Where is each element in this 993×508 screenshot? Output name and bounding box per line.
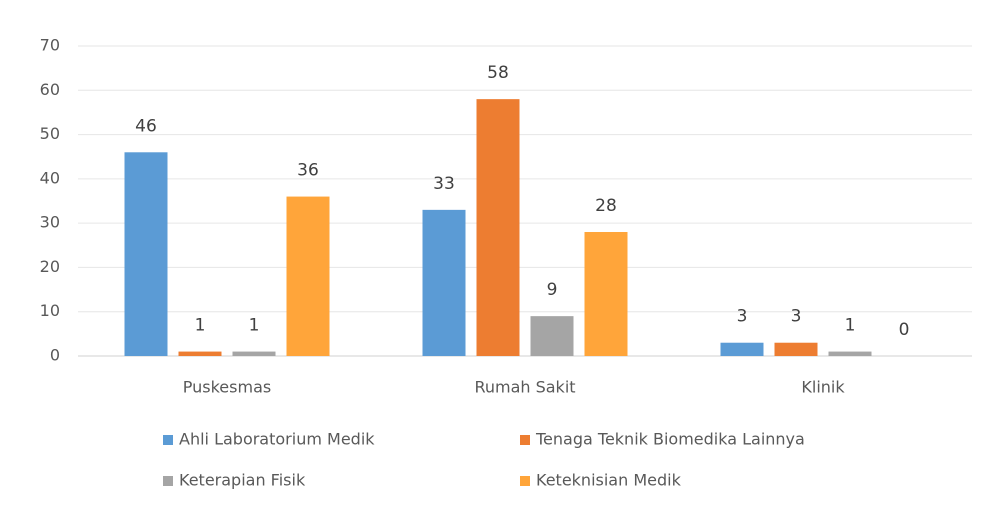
x-tick-label: Klinik (801, 378, 845, 397)
y-tick-label: 40 (40, 168, 60, 187)
bar (232, 351, 276, 356)
bar (720, 342, 764, 356)
legend-swatch (520, 476, 530, 486)
y-tick-label: 10 (40, 301, 60, 320)
y-tick-label: 0 (50, 346, 60, 365)
data-label: 28 (595, 196, 617, 216)
y-tick-label: 50 (40, 124, 60, 143)
y-tick-label: 20 (40, 257, 60, 276)
legend-label: Tenaga Teknik Biomedika Lainnya (535, 430, 805, 449)
data-label: 36 (297, 161, 319, 181)
data-label: 33 (433, 174, 455, 194)
legend-label: Keteknisian Medik (536, 471, 682, 490)
data-label: 3 (791, 307, 802, 327)
data-label: 1 (249, 316, 260, 336)
y-tick-label: 70 (40, 36, 60, 55)
legend-label: Keterapian Fisik (179, 471, 306, 490)
data-label: 1 (845, 316, 856, 336)
bar (178, 351, 222, 356)
bar (584, 232, 628, 356)
data-label: 3 (737, 307, 748, 327)
y-tick-label: 30 (40, 213, 60, 232)
legend-swatch (163, 435, 173, 445)
y-tick-label: 60 (40, 80, 60, 99)
bar (286, 196, 330, 356)
x-tick-label: Puskesmas (183, 378, 271, 397)
legend-swatch (163, 476, 173, 486)
legend-label: Ahli Laboratorium Medik (179, 430, 375, 449)
data-label: 58 (487, 63, 509, 83)
legend-swatch (520, 435, 530, 445)
data-label: 0 (899, 320, 910, 340)
data-label: 9 (547, 280, 558, 300)
bar (422, 209, 466, 356)
bar (774, 342, 818, 356)
data-label: 46 (135, 116, 157, 136)
data-label: 1 (195, 316, 206, 336)
bar (476, 99, 520, 357)
bar (530, 316, 574, 356)
x-tick-label: Rumah Sakit (474, 378, 575, 397)
bar (828, 351, 872, 356)
bar (124, 152, 168, 356)
